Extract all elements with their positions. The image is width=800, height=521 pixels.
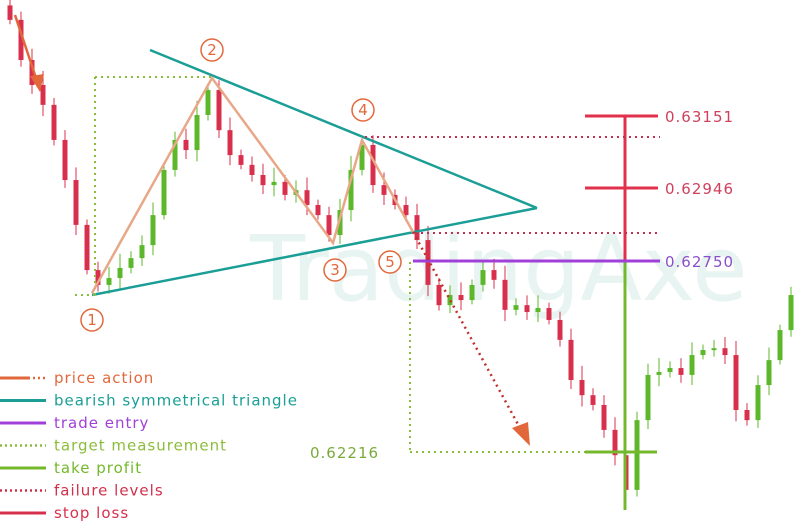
candle-body	[480, 270, 486, 285]
candle-body	[491, 270, 497, 280]
triangle-upper-line	[149, 48, 538, 210]
point-3: 3	[330, 261, 340, 279]
stop-loss-lines	[585, 114, 658, 262]
candle-body	[73, 180, 79, 225]
failure-levels	[365, 136, 660, 234]
candle-body	[557, 319, 563, 340]
trade-entry-label: 0.62750	[665, 253, 734, 271]
take-profit-label: 0.62216	[310, 444, 379, 462]
candle-body	[95, 270, 101, 285]
arrow-head-icon	[30, 74, 44, 92]
candle-body	[403, 205, 409, 216]
candle-body	[700, 349, 706, 356]
candle-body	[249, 164, 255, 175]
candle-body	[139, 245, 145, 259]
candle-body	[150, 215, 156, 246]
candle-body	[744, 410, 750, 421]
candle-body	[194, 114, 200, 151]
candle-body	[535, 308, 541, 313]
legend-label: take profit	[54, 459, 142, 477]
candle-body	[689, 355, 695, 375]
point-4: 4	[358, 101, 368, 119]
candle-body	[579, 379, 585, 396]
candle-body	[260, 174, 266, 186]
candle-body	[304, 190, 310, 206]
candle-body	[733, 355, 739, 411]
legend-label: price action	[54, 369, 154, 387]
candle-body	[183, 139, 189, 151]
candle-body	[106, 278, 112, 285]
candle-body	[766, 360, 772, 386]
candle-body	[315, 205, 321, 216]
candle-body	[414, 215, 420, 241]
candle-body	[513, 305, 519, 310]
point-2: 2	[207, 41, 217, 59]
candle-body	[326, 215, 332, 236]
candle-body	[282, 181, 288, 195]
candle-body	[216, 90, 222, 131]
candle-body	[447, 295, 453, 306]
pattern-point-circles	[80, 38, 402, 332]
candle-body	[172, 139, 178, 170]
candle-body	[29, 60, 35, 85]
candle-body	[469, 284, 475, 301]
legend-label: stop loss	[54, 504, 129, 521]
candle-body	[7, 5, 13, 20]
candle-body	[568, 339, 574, 380]
candle-body	[40, 84, 46, 105]
candle-body	[348, 169, 354, 211]
candle-body	[227, 130, 233, 156]
arrow-head-icon	[512, 422, 530, 446]
candle-body	[612, 429, 618, 456]
price-action-line	[90, 75, 415, 294]
candle-body	[502, 279, 508, 310]
candle-body	[722, 348, 728, 356]
candle-body	[161, 169, 167, 216]
candle-body	[128, 258, 134, 268]
candle-body	[755, 385, 761, 421]
point-1: 1	[87, 311, 97, 329]
candle-body	[667, 368, 673, 373]
legend-label: trade entry	[54, 414, 149, 432]
candle-body	[370, 144, 376, 186]
triangle-lower-line	[91, 206, 538, 297]
legend-label: bearish symmetrical triangle	[54, 392, 298, 410]
candle-body	[117, 267, 123, 279]
candle-body	[711, 348, 717, 351]
candle-body	[678, 368, 684, 375]
candle-body	[777, 330, 783, 361]
candle-body	[546, 308, 552, 320]
candle-body	[359, 144, 365, 170]
candle-body	[788, 295, 794, 331]
candle-body	[238, 155, 244, 165]
candle-body	[51, 104, 57, 140]
candle-body	[436, 284, 442, 306]
candle-body	[634, 420, 640, 490]
breakout-arrow	[411, 231, 522, 429]
legend: price action bearish symmetrical triangle…	[0, 369, 298, 521]
stop-loss-high-label: 0.63151	[665, 108, 734, 126]
candle-body	[381, 185, 387, 195]
point-5: 5	[385, 253, 395, 271]
candle-body	[458, 295, 464, 301]
take-profit-lines	[585, 262, 657, 510]
candle-body	[645, 374, 651, 421]
candle-body	[205, 90, 211, 115]
legend-label: target measurement	[54, 437, 227, 455]
legend-label: failure levels	[54, 482, 164, 500]
stop-loss-mid-label: 0.62946	[665, 180, 734, 198]
target-measurement	[75, 76, 600, 453]
candle-body	[62, 139, 68, 181]
candle-body	[656, 372, 662, 375]
candle-body	[84, 224, 90, 271]
candle-body	[590, 395, 596, 405]
candle-body	[601, 404, 607, 430]
candle-body	[271, 181, 277, 186]
candle-body	[18, 19, 24, 61]
candle-body	[524, 305, 530, 313]
price-action-arrow	[13, 14, 38, 79]
